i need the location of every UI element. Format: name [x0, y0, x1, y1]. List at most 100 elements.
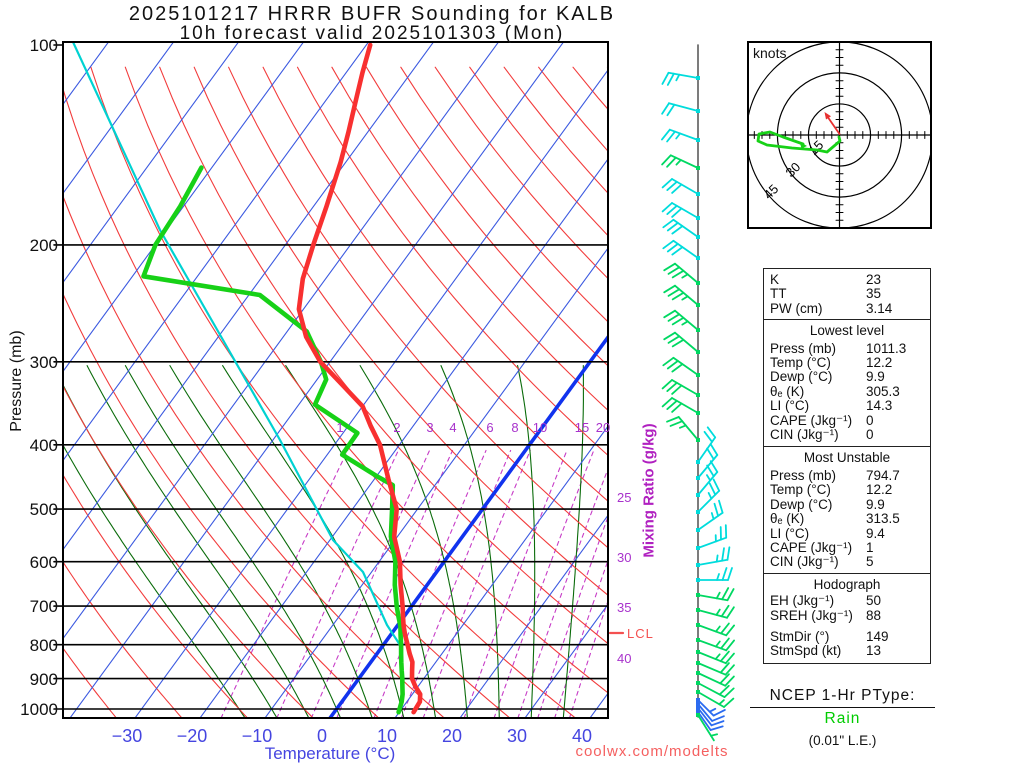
plot-line: [671, 207, 683, 218]
plot-line: [64, 43, 174, 193]
wind-barb: [661, 128, 700, 143]
table-row: Press (mb) 1011.3: [764, 341, 930, 356]
sounding-subtitle: 10h forecast valid 2025101303 (Mon): [179, 23, 565, 44]
plot-line: [719, 673, 730, 685]
plot-line: [720, 622, 730, 635]
plot-line: [721, 587, 730, 601]
row-label: LI (°C): [770, 398, 810, 414]
row-value: 88: [866, 607, 882, 623]
wind-barb: [662, 218, 700, 239]
table-row: TT 35: [764, 286, 930, 301]
row-value: 313.5: [866, 511, 900, 527]
temperature-tick-label: 30: [506, 726, 528, 746]
wind-barb: [661, 397, 700, 415]
wind-barb: [696, 499, 724, 532]
plot-line: [756, 130, 842, 154]
wind-barb: [696, 460, 719, 497]
plot-frame: [62, 41, 609, 719]
row-value: 5: [866, 554, 874, 570]
wind-barb: [696, 698, 726, 717]
plot-line: [64, 43, 369, 461]
temperature-tick-label: 10: [376, 726, 398, 746]
table-row: Dewp (°C) 9.9: [764, 497, 930, 512]
table-title: Lowest level: [809, 322, 885, 338]
plot-line: [661, 154, 672, 166]
plot-line: [709, 443, 719, 456]
row-value: 9.9: [866, 369, 885, 385]
plot-line: [714, 653, 721, 660]
plot-line: [517, 365, 536, 717]
plot-line: [64, 43, 304, 372]
wind-barb: [696, 524, 728, 550]
table-row: Press (mb) 794.7: [764, 468, 930, 483]
row-value: 14.3: [866, 398, 893, 414]
table-row: Dewp (°C) 9.9: [764, 369, 930, 385]
plot-line: [666, 204, 678, 216]
row-label: CAPE (Jkg⁻¹): [770, 412, 853, 428]
plot-line: [262, 66, 607, 502]
plot-line: [569, 602, 607, 717]
row-label: θₑ (K): [770, 511, 805, 527]
plot-line: [517, 469, 607, 717]
mixing-ratio-tick-label: 4: [449, 420, 457, 435]
row-label: Dewp (°C): [770, 369, 833, 385]
hodograph-ring-label: 45: [761, 181, 782, 202]
plot-line: [666, 156, 677, 168]
plot-line: [681, 295, 689, 301]
row-value: 3.14: [866, 300, 893, 316]
wind-barb: [661, 154, 700, 170]
plot-line: [666, 130, 676, 143]
plot-line: [667, 288, 681, 297]
plot-line: [671, 379, 699, 396]
plot-line: [719, 662, 730, 674]
plot-line: [724, 675, 735, 687]
plot-line: [365, 66, 607, 366]
row-label: K: [770, 272, 780, 287]
plot-line: [64, 43, 434, 550]
pressure-tick-label: 700: [29, 597, 58, 617]
table-row: K 23: [764, 272, 930, 287]
plot-line: [373, 449, 487, 717]
wind-barb-column: [661, 44, 735, 742]
plot-line: [220, 449, 349, 717]
stats-tables: K 23 TT 35 PW (cm) 3.14 Lowest level Press (m…: [763, 268, 931, 664]
plot-line: [562, 365, 584, 717]
plot-line: [725, 624, 735, 637]
row-value: 0: [866, 427, 874, 443]
wind-barb: [696, 567, 733, 582]
wind-barb: [662, 356, 700, 377]
plot-line: [64, 385, 278, 717]
plot-line: [709, 460, 719, 473]
plot-line: [723, 687, 735, 698]
plot-line: [681, 273, 689, 279]
plot-line: [675, 73, 681, 82]
wind-barb: [696, 426, 717, 464]
wind-barb: [696, 690, 735, 708]
plot-line: [672, 218, 699, 238]
mixing-ratio-tick-label: 3: [426, 420, 434, 435]
plot-line: [124, 66, 607, 693]
sounding-title: 2025101217 HRRR BUFR Sounding for KALB: [128, 3, 616, 25]
plot-line: [697, 651, 727, 665]
hodograph-ring-label: 30: [783, 159, 804, 180]
plot-line: [710, 720, 725, 727]
plot-line: [677, 416, 699, 441]
plot-area: [64, 43, 607, 717]
plot-line: [723, 697, 735, 708]
temperature-tick-label: −30: [111, 726, 143, 746]
plot-line: [724, 664, 735, 676]
row-label: CIN (Jkg⁻¹): [770, 427, 839, 443]
plot-line: [697, 699, 715, 717]
row-value: 13: [866, 643, 882, 659]
plot-line: [64, 43, 239, 282]
plot-line: [671, 363, 684, 373]
watermark-link[interactable]: coolwx.com/modelts: [575, 743, 729, 760]
mixing-ratio-tick-label: 15: [574, 420, 590, 435]
table-row: CIN (Jkg⁻¹) 5: [764, 554, 930, 570]
plot-line: [710, 733, 718, 737]
plot-line: [440, 365, 500, 717]
mixing-ratio-tick-label: 10: [532, 420, 548, 435]
mixing-ratio-tick-label: 6: [486, 420, 494, 435]
table-row: PW (cm) 3.14: [764, 300, 930, 316]
table-row: Temp (°C) 12.2: [764, 482, 930, 497]
